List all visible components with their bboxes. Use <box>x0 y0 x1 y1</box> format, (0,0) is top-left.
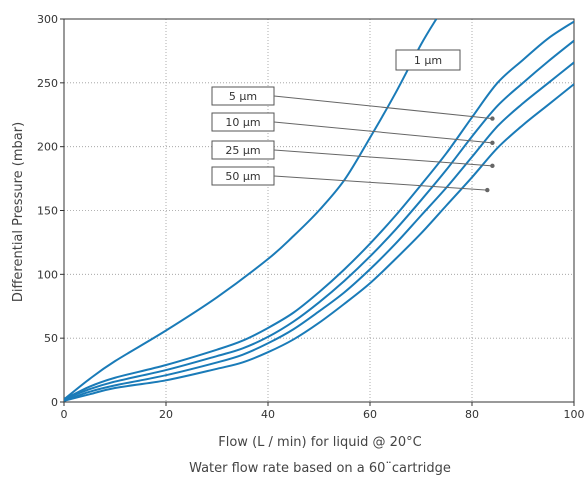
axes <box>60 18 575 406</box>
leader-line-10um <box>273 121 493 144</box>
x-tick-label: 100 <box>564 408 585 421</box>
y-tick-label: 50 <box>44 332 58 345</box>
series <box>64 19 574 402</box>
leader-line-50um <box>273 175 488 191</box>
label-text-5um: 5 µm <box>229 90 257 103</box>
y-axis-title: Differential Pressure (mbar) <box>11 122 26 302</box>
y-tick-label: 0 <box>51 396 58 409</box>
x-tick-label: 60 <box>363 408 377 421</box>
x-tick-label: 80 <box>465 408 479 421</box>
series-line-25um <box>64 61 574 402</box>
annotations: 1 µm 5 µm 10 µm 25 µm 50 µm <box>211 49 495 193</box>
leader-dot-10um <box>490 140 495 146</box>
label-text-50um: 50 µm <box>225 170 260 183</box>
leader-line-5um <box>273 95 493 120</box>
leader-dot-5um <box>490 116 495 121</box>
series-line-5um <box>64 20 574 401</box>
leader-dot-50um <box>485 187 490 193</box>
y-tick-label: 250 <box>37 77 58 90</box>
label-text-25um: 25 µm <box>225 144 260 157</box>
series-line-1um <box>64 19 438 401</box>
y-tick-label: 200 <box>37 141 58 154</box>
leader-dot-25um <box>490 163 495 169</box>
label-box-1um <box>395 49 461 71</box>
series-line-50um <box>64 83 574 402</box>
leader-line-25um <box>273 149 493 167</box>
chart-subtitle: Water flow rate based on a 60¨cartridge <box>189 461 451 476</box>
y-tick-label: 150 <box>37 205 58 218</box>
label-text-10um: 10 µm <box>225 116 260 129</box>
x-tick-label: 40 <box>261 408 275 421</box>
x-tick-label: 20 <box>159 408 173 421</box>
y-tick-label: 100 <box>37 268 58 281</box>
series-line-10um <box>64 39 574 401</box>
label-text-1um: 1 µm <box>414 54 442 67</box>
tick-labels: 0 20 40 60 80 100 0 50 100 150 200 250 300 <box>37 13 585 421</box>
y-tick-label: 300 <box>37 13 58 26</box>
x-tick-label: 0 <box>61 408 68 421</box>
x-axis-title: Flow (L / min) for liquid @ 20°C <box>218 435 421 450</box>
